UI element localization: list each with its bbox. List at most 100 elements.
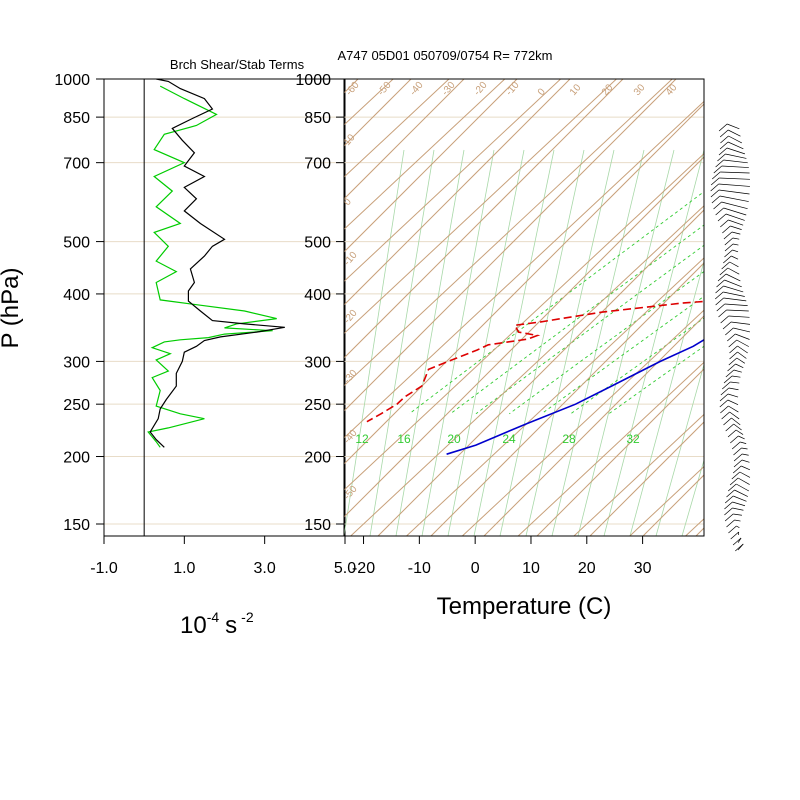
wind-barb-staff [731, 417, 741, 426]
wind-barb-staff [733, 423, 742, 431]
temperature-x-tick-labels: -20 -10 0 10 20 30 [352, 536, 652, 577]
wind-barb-flag [722, 225, 731, 234]
wind-barb-staff [728, 315, 750, 318]
wind-barb-flag [729, 477, 739, 486]
dry-adiabat-line [344, 156, 704, 518]
shear-series-line [149, 79, 285, 448]
wind-barb-flag [727, 483, 737, 492]
band-label: 20 [447, 432, 461, 446]
wind-barb-staff [732, 501, 746, 507]
wind-barb-staff [734, 519, 741, 522]
wind-barb-flag [713, 201, 722, 210]
background-line [395, 149, 465, 536]
mixing-ratio-line [450, 224, 704, 415]
background-line [499, 149, 585, 536]
isotherm-top-label: -60 [344, 79, 362, 97]
wind-barb-flag [720, 315, 729, 324]
y-tick-label: 700 [63, 156, 90, 173]
background-line [708, 150, 800, 536]
wind-barb-flag [724, 507, 733, 516]
y-tick-label: 400 [304, 287, 331, 304]
wind-barb-flag [719, 141, 729, 150]
wind-barb-staff [730, 381, 740, 384]
shear-panel-title: Brch Shear/Stab Terms [170, 57, 305, 72]
wind-barb-staff [725, 213, 745, 221]
band-label: 16 [397, 432, 411, 446]
wind-barb-staff [731, 231, 741, 235]
unit-exponent: -4 [207, 609, 220, 625]
wind-barb-flag [731, 441, 741, 450]
background-line [577, 149, 675, 536]
band-label: 12 [355, 432, 369, 446]
y-tick-label: 150 [63, 517, 90, 534]
wind-barb-staff [737, 351, 747, 359]
wind-barb-flag [724, 495, 734, 504]
dry-adiabat-line [344, 79, 465, 200]
wind-barb-flag [710, 189, 720, 198]
wind-barb-flag [711, 195, 721, 204]
background-line [447, 149, 525, 536]
band-mixing-ratio-labels: 12 16 20 24 28 32 [355, 432, 640, 446]
wind-barb-staff [735, 363, 744, 369]
y-axis-label: P (hPa) [0, 268, 24, 349]
wind-barb-staff [723, 297, 747, 302]
wind-barb-flag [718, 147, 728, 156]
wind-barb-staff [732, 243, 739, 246]
wind-barb-flag [724, 243, 734, 252]
x-tick-label: 30 [634, 560, 652, 577]
wind-barb-flag [720, 387, 730, 396]
mixing-ratio-line [509, 270, 704, 415]
x-tick-label: 1.0 [173, 560, 195, 577]
wind-barb-staff [735, 333, 750, 340]
wind-barb-flag [715, 207, 724, 216]
dry-adiabat-line [745, 60, 800, 540]
dry-adiabat-line [344, 79, 677, 412]
wind-barb-flag [724, 237, 734, 246]
wind-barb-flag [726, 519, 735, 528]
wind-barb-flag [725, 423, 734, 432]
isotherm-line [573, 413, 704, 536]
wind-barb-flag [727, 333, 736, 342]
wind-barb-flag [722, 381, 731, 390]
wind-barb-staff [728, 405, 739, 413]
shear-x-tick-labels: -1.0 1.0 3.0 5.0 [90, 536, 356, 577]
y-tick-label: 200 [63, 450, 90, 467]
wind-barb-flag [720, 405, 729, 414]
wind-barb-staff [732, 237, 740, 240]
y-tick-label: 300 [304, 354, 331, 371]
right-pressure-tick-labels: 150 200 250 300 400 500 700 850 1000 [295, 72, 344, 534]
y-tick-label: 150 [304, 517, 331, 534]
y-tick-label: 850 [63, 110, 90, 127]
y-tick-label: 300 [63, 354, 90, 371]
isotherm-top-label: 10 [568, 82, 584, 98]
wind-barb-flag [715, 297, 724, 306]
x-tick-label: 0 [471, 560, 480, 577]
dry-adiabat-line [377, 209, 704, 536]
wind-barb-flag [723, 255, 732, 264]
isotherm-top-label: 30 [632, 82, 648, 98]
temperature-x-axis-label: Temperature (C) [437, 593, 612, 620]
y-tick-label: 400 [63, 287, 90, 304]
wind-barb-staff [733, 495, 747, 502]
wind-barb-staff [721, 165, 749, 168]
y-tick-label: 1000 [295, 72, 331, 89]
background-line [344, 149, 405, 536]
wind-barb-flag [735, 543, 744, 552]
isotherm-line [344, 152, 704, 491]
wind-barb-flag [733, 447, 742, 456]
wind-barb-staff [740, 441, 747, 444]
wind-barb-flag [716, 303, 725, 312]
wind-barb-flag [719, 399, 729, 408]
isotherm-line [344, 79, 506, 230]
isotherm-top-label: -50 [376, 79, 394, 97]
wind-barb-flag [710, 183, 719, 192]
wind-barb-staff [733, 327, 751, 333]
wind-barb-staff [726, 123, 740, 130]
temperature-series-line [446, 338, 704, 455]
wind-barb-flag [717, 153, 726, 162]
wind-barb-flag [719, 267, 729, 276]
background-line [655, 362, 704, 536]
wind-barb-staff [724, 279, 742, 288]
wind-barb-flag [733, 453, 743, 462]
wind-barb-staff [727, 393, 739, 398]
